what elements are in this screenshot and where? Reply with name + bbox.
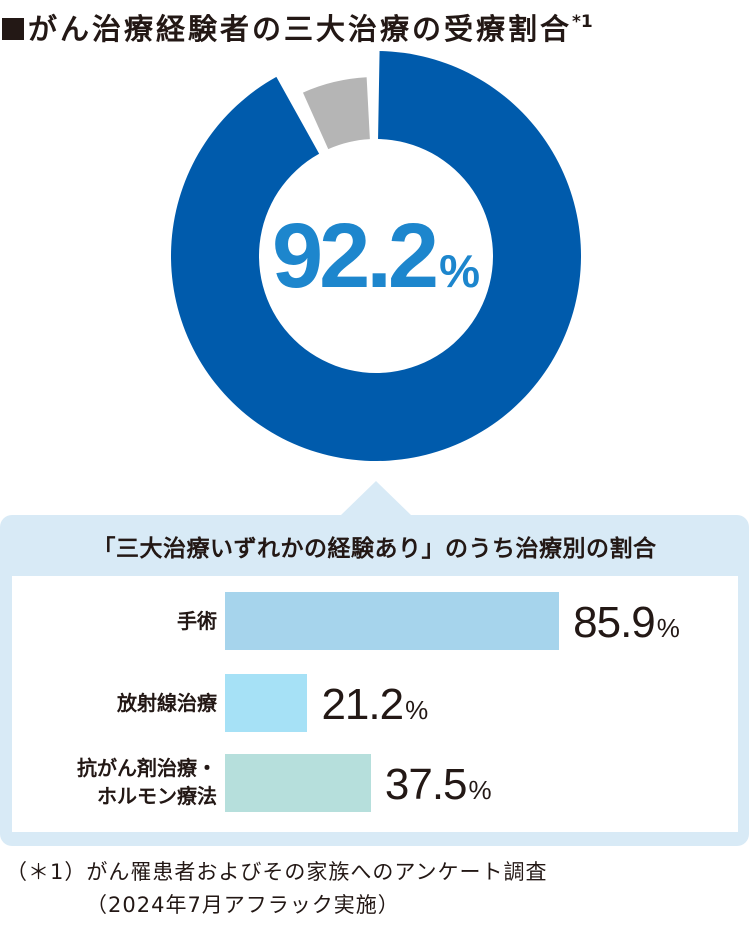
chart-title-text: がん治療経験者の三大治療の受療割合 xyxy=(28,12,573,46)
callout-pointer xyxy=(340,481,412,516)
bar-value-unit: % xyxy=(656,613,680,643)
bar-value: 85.9% xyxy=(573,594,680,662)
donut-value-unit: % xyxy=(439,245,480,297)
bar-chart-area: 手術 85.9% 放射線治療 21.2% 抗がん剤治療・ ホルモン療法 37.5… xyxy=(12,576,738,832)
bar-surgery xyxy=(225,592,560,650)
donut-segment-main xyxy=(171,51,581,461)
donut-segment-rest xyxy=(302,77,370,150)
bar-label: 放射線治療 xyxy=(117,691,217,715)
bar-label: 手術 xyxy=(177,609,217,633)
square-bullet-icon xyxy=(2,18,24,40)
donut-center-value: 92.2% xyxy=(258,206,494,333)
footnote-line2: （2024年7月アフラック実施） xyxy=(86,893,400,917)
bar-value-number: 21.2 xyxy=(321,680,404,729)
donut-value-number: 92.2 xyxy=(272,205,439,307)
bar-label: 抗がん剤治療・ ホルモン療法 xyxy=(77,754,217,810)
chart-title: がん治療経験者の三大治療の受療割合*1 xyxy=(2,4,593,47)
footnote-ref: *1 xyxy=(572,12,593,32)
bar-value-unit: % xyxy=(468,775,492,805)
bar-label-line2: ホルモン療法 xyxy=(97,784,217,808)
bar-value-number: 37.5 xyxy=(384,760,468,809)
breakdown-panel: 「三大治療いずれかの経験あり」のうち治療別の割合 手術 85.9% 放射線治療 … xyxy=(0,515,749,846)
bar-radiation xyxy=(225,674,308,732)
bar-value-unit: % xyxy=(405,695,429,725)
donut-chart xyxy=(171,51,581,461)
panel-heading: 「三大治療いずれかの経験あり」のうち治療別の割合 xyxy=(92,536,657,562)
bar-value-number: 85.9 xyxy=(573,598,656,647)
footnote: （＊1）がん罹患者およびその家族へのアンケート調査 （2024年7月アフラック実… xyxy=(6,856,548,922)
bar-value: 37.5% xyxy=(385,756,492,824)
bar-label-line1: 抗がん剤治療・ xyxy=(77,756,217,780)
bar-value: 21.2% xyxy=(321,676,428,744)
footnote-line1: （＊1）がん罹患者およびその家族へのアンケート調査 xyxy=(6,860,548,884)
bar-chemo-hormone xyxy=(225,754,371,812)
